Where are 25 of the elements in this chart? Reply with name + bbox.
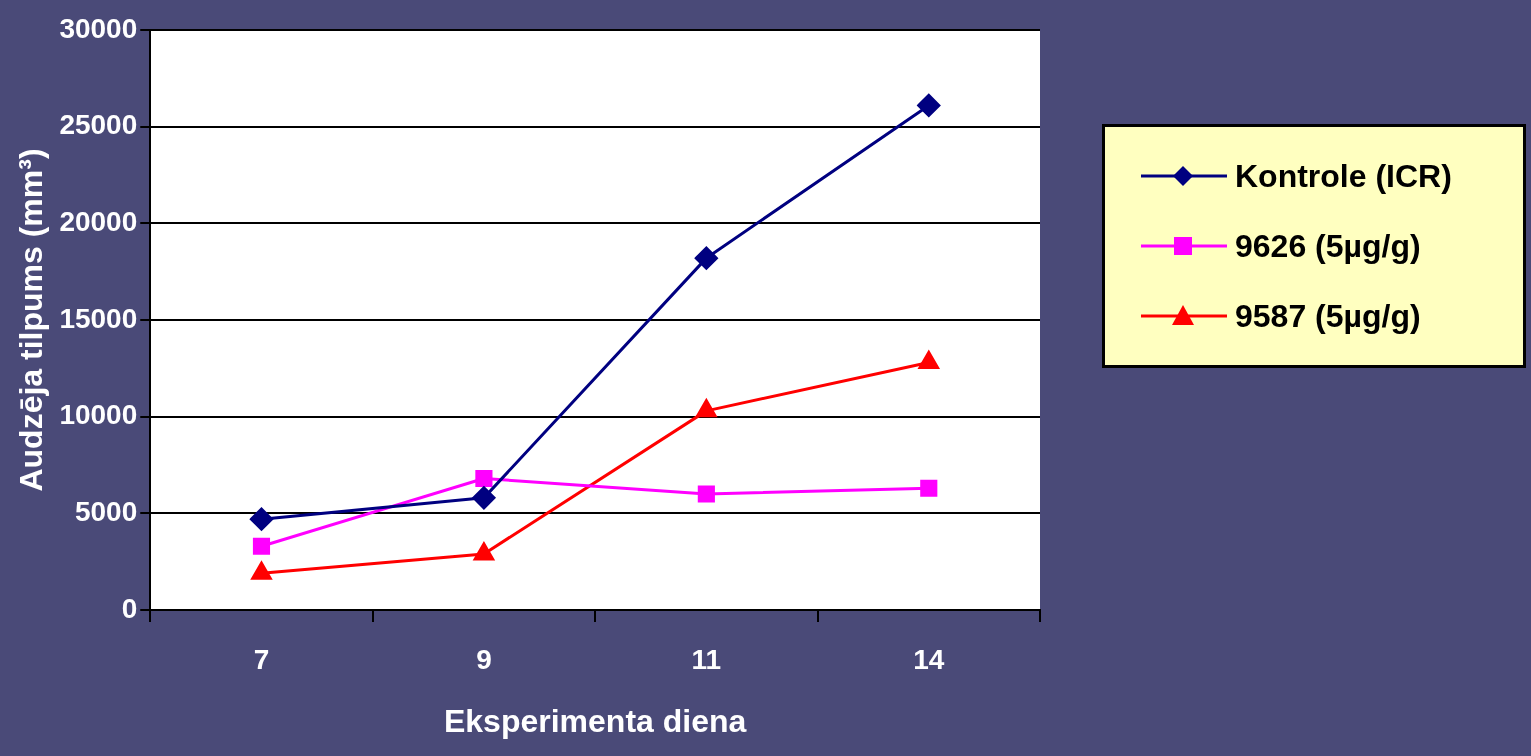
y-axis-title: Audzēja tilpums (mm³) (13, 148, 50, 492)
y-tick-label: 30000 (59, 12, 138, 44)
point (252, 537, 271, 555)
point (475, 469, 493, 488)
point (249, 507, 273, 531)
point (697, 485, 715, 503)
y-tick-label: 0 (121, 592, 138, 624)
point (918, 351, 939, 370)
legend-label: 9626 (5µg/g) (1235, 227, 1421, 265)
y-tick-label: 25000 (59, 109, 138, 141)
x-tick-label: 7 (253, 643, 270, 675)
x-tick-label: 11 (691, 643, 722, 675)
y-tick-label: 15000 (59, 302, 138, 334)
y-tick-label: 5000 (74, 496, 138, 528)
x-axis-title: Eksperimenta diena (443, 702, 747, 739)
legend-label: Kontrole (ICR) (1235, 157, 1452, 195)
point (694, 246, 718, 270)
point (917, 93, 941, 117)
y-tick-label: 10000 (59, 399, 138, 431)
x-tick-label: 9 (476, 643, 492, 675)
point (472, 486, 496, 510)
legend-label: 9587 (5µg/g) (1235, 297, 1421, 335)
y-tick-label: 20000 (59, 206, 138, 238)
x-tick-label: 14 (913, 643, 945, 675)
point (920, 479, 938, 497)
